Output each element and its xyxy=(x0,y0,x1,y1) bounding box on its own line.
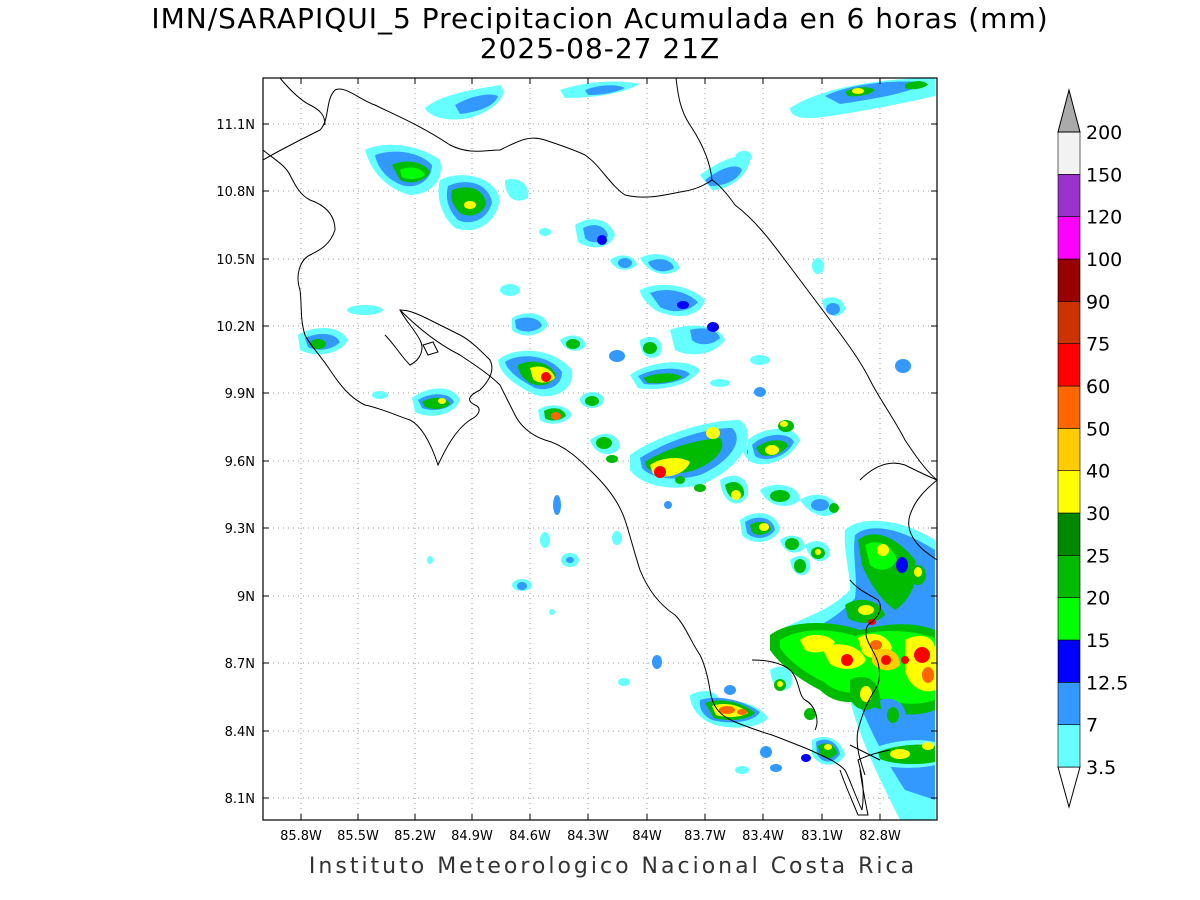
colorbar-box xyxy=(1057,639,1081,683)
y-axis: 11.1N 10.8N 10.5N 10.2N 9.9N 9.6N 9.3N 9N 8.7N 8.… xyxy=(216,118,937,807)
x-tick-label: 85.5W xyxy=(337,829,379,844)
colorbar-label: 60 xyxy=(1086,376,1110,398)
colorbar-box xyxy=(1057,216,1081,260)
colorbar-label: 200 xyxy=(1086,122,1122,144)
colorbar-upper-extend xyxy=(1057,88,1081,133)
colorbar-box xyxy=(1057,174,1081,217)
rain-cluster-pacific-central xyxy=(590,387,800,504)
x-tick-label: 85.2W xyxy=(394,829,436,844)
map-valid-time: 2025-08-27 21Z xyxy=(479,32,721,65)
colorbar-label: 100 xyxy=(1086,249,1122,271)
colorbar-label: 40 xyxy=(1086,461,1110,483)
y-tick-label: 8.1N xyxy=(225,792,255,807)
colorbar-label: 25 xyxy=(1086,545,1110,567)
colorbar-box xyxy=(1057,682,1081,725)
colorbar-label: 3.5 xyxy=(1086,757,1116,779)
y-tick-label: 9.6N xyxy=(225,455,255,470)
colorbar-box xyxy=(1057,131,1081,175)
map-title: IMN/SARAPIQUI_5 Precipitacion Acumulada … xyxy=(151,2,1049,35)
x-tick-label: 84.9W xyxy=(451,829,493,844)
x-tick-label: 85.8W xyxy=(280,829,322,844)
rain-cluster-southeast-border xyxy=(735,520,935,820)
colorbar-box xyxy=(1057,555,1081,598)
colorbar-label: 75 xyxy=(1086,334,1110,356)
rain-cluster-north-1 xyxy=(425,81,640,120)
rain-cluster-northeast xyxy=(790,78,935,119)
colorbar-box xyxy=(1057,301,1081,344)
y-tick-label: 8.4N xyxy=(225,725,255,740)
x-axis: 85.8W 85.5W 85.2W 84.9W 84.6W 84.3W 84W 83.7W 83… xyxy=(280,78,901,844)
y-tick-label: 10.2N xyxy=(216,320,255,335)
x-tick-label: 82.8W xyxy=(859,829,901,844)
rain-cluster-scattered xyxy=(427,355,770,686)
rain-cluster-central xyxy=(498,313,725,424)
x-tick-label: 84.6W xyxy=(509,829,551,844)
colorbar-box xyxy=(1057,597,1081,641)
y-tick-label: 9.3N xyxy=(225,522,255,537)
rain-cluster-peninsula xyxy=(298,305,460,416)
colorbar-label: 50 xyxy=(1086,418,1110,440)
colorbar-label: 30 xyxy=(1086,503,1110,525)
colorbar-box xyxy=(1057,512,1081,556)
colorbar: 3.5 7 12.5 15 20 25 30 40 50 60 75 90 100 120 150 200 xyxy=(1057,88,1128,809)
rain-cluster-guanacaste xyxy=(365,144,752,231)
colorbar-box xyxy=(1057,258,1081,302)
plot-frame xyxy=(262,77,938,821)
x-tick-label: 83.7W xyxy=(684,829,726,844)
rain-cluster-north-central xyxy=(500,219,911,373)
colorbar-label: 120 xyxy=(1086,207,1122,229)
y-tick-label: 10.8N xyxy=(216,185,255,200)
colorbar-label: 90 xyxy=(1086,291,1110,313)
x-tick-label: 83.1W xyxy=(801,829,843,844)
colorbar-label: 12.5 xyxy=(1086,672,1128,694)
colorbar-lower-extend xyxy=(1057,766,1081,809)
colorbar-label: 150 xyxy=(1086,164,1122,186)
colorbar-box xyxy=(1057,470,1081,514)
colorbar-box xyxy=(1057,385,1081,429)
x-tick-label: 84.3W xyxy=(567,829,609,844)
x-tick-label: 83.4W xyxy=(742,829,784,844)
y-tick-label: 10.5N xyxy=(216,253,255,268)
rain-cluster-osa xyxy=(690,685,768,728)
colorbar-label: 7 xyxy=(1086,715,1098,737)
y-tick-label: 9N xyxy=(237,590,255,605)
footer-credit: Instituto Meteorologico Nacional Costa R… xyxy=(308,854,918,879)
y-tick-label: 8.7N xyxy=(225,657,255,672)
colorbar-box xyxy=(1057,428,1081,471)
coastline xyxy=(263,78,937,816)
colorbar-label: 20 xyxy=(1086,588,1110,610)
x-tick-label: 84W xyxy=(632,829,662,844)
colorbar-label: 15 xyxy=(1086,630,1110,652)
precipitation-field xyxy=(298,78,935,820)
colorbar-box xyxy=(1057,724,1081,768)
rain-cluster-south-central xyxy=(740,484,839,576)
colorbar-box xyxy=(1057,343,1081,387)
y-tick-label: 9.9N xyxy=(225,387,255,402)
y-tick-label: 11.1N xyxy=(216,118,255,133)
